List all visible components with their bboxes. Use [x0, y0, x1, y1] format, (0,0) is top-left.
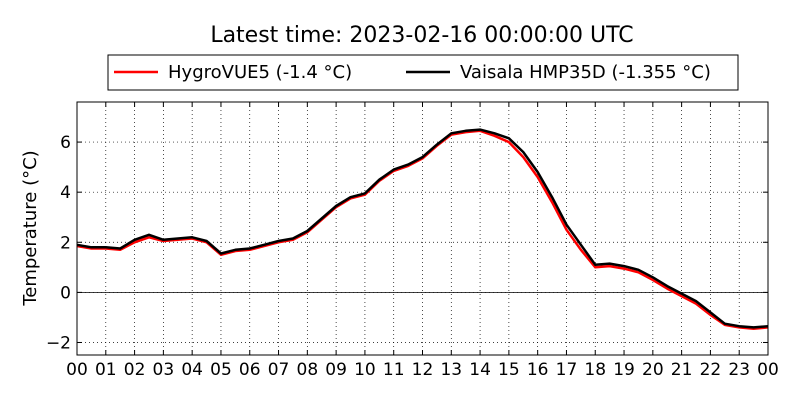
x-tick-label: 21 — [671, 360, 693, 380]
legend: HygroVUE5 (-1.4 °C) Vaisala HMP35D (-1.3… — [107, 54, 739, 91]
x-tick-label: 15 — [498, 360, 520, 380]
x-tick-label: 18 — [584, 360, 606, 380]
x-tick-label: 00 — [757, 360, 779, 380]
x-tick-label: 03 — [153, 360, 175, 380]
x-tick-label: 12 — [412, 360, 434, 380]
y-tick-label: −2 — [46, 333, 71, 353]
y-tick-label: 0 — [60, 283, 71, 303]
grid — [77, 102, 768, 355]
series-group — [76, 128, 769, 330]
x-tick-label: 19 — [613, 360, 635, 380]
x-tick-label: 20 — [642, 360, 664, 380]
x-tick-label: 07 — [268, 360, 290, 380]
y-axis-label: Temperature (°C) — [20, 150, 41, 306]
x-tick-label: 23 — [728, 360, 750, 380]
plot-frame — [76, 101, 769, 356]
chart-title: Latest time: 2023-02-16 00:00:00 UTC — [210, 23, 633, 48]
x-tick-label: 11 — [383, 360, 405, 380]
x-tick-label: 09 — [325, 360, 347, 380]
x-tick-label: 08 — [297, 360, 319, 380]
x-tick-label: 05 — [210, 360, 232, 380]
x-tick-label: 02 — [124, 360, 146, 380]
y-tick-label: 6 — [60, 133, 71, 153]
x-tick-label: 16 — [527, 360, 549, 380]
y-tick-label: 2 — [60, 233, 71, 253]
series-line-1 — [76, 128, 769, 329]
x-tick-label: 01 — [95, 360, 117, 380]
x-tick-label: 13 — [440, 360, 462, 380]
x-tick-label: 17 — [556, 360, 578, 380]
x-tick-label: 22 — [700, 360, 722, 380]
x-tick-label: 00 — [66, 360, 88, 380]
x-tick-label: 10 — [354, 360, 376, 380]
y-tick-labels: −2 0 2 4 6 — [46, 133, 71, 353]
ticks — [76, 102, 769, 355]
x-tick-labels: 00 01 02 03 04 05 06 07 08 09 10 11 12 13 14 15 16 17 18 19… — [66, 360, 779, 380]
y-tick-label: 4 — [60, 183, 71, 203]
legend-label-hygrovue: HygroVUE5 (-1.4 °C) — [168, 62, 352, 83]
legend-label-vaisala: Vaisala HMP35D (-1.355 °C) — [460, 62, 711, 83]
x-tick-label: 14 — [469, 360, 491, 380]
series-line-0 — [76, 129, 769, 330]
x-tick-label: 06 — [239, 360, 261, 380]
x-tick-label: 04 — [181, 360, 203, 380]
